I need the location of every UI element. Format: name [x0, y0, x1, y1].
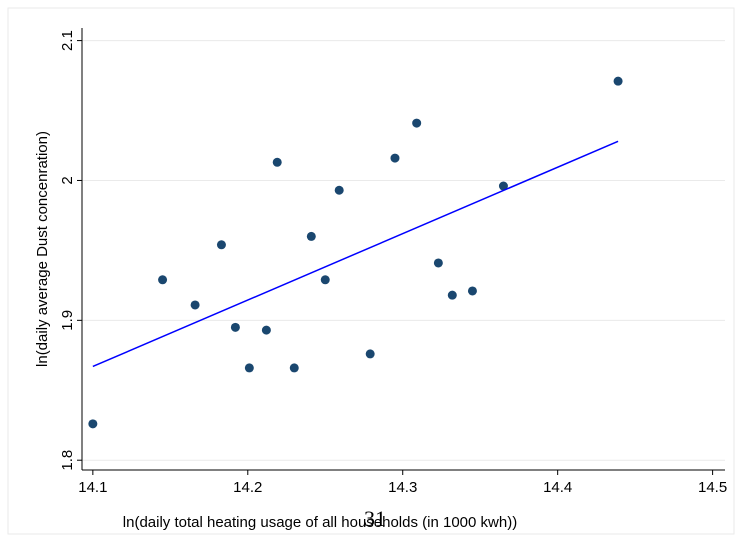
point [321, 275, 330, 284]
y-tick-label: 2 [59, 176, 76, 184]
x-tick-label: 14.5 [698, 479, 727, 496]
point [335, 186, 344, 195]
x-tick-label: 14.1 [78, 479, 107, 496]
point [468, 286, 477, 295]
x-tick-label: 14.2 [233, 479, 262, 496]
point [290, 363, 299, 372]
point [614, 77, 623, 86]
point [191, 300, 200, 309]
point [390, 154, 399, 163]
point [273, 158, 282, 167]
point [217, 240, 226, 249]
point [307, 232, 316, 241]
point [412, 119, 421, 128]
point [434, 258, 443, 267]
y-tick-label: 2.1 [59, 30, 76, 51]
point [262, 326, 271, 335]
point [366, 349, 375, 358]
x-axis-label: ln(daily total heating usage of all hous… [123, 514, 517, 531]
point [231, 323, 240, 332]
page-number: 31 [364, 506, 386, 531]
y-tick-label: 1.9 [59, 310, 76, 331]
point [245, 363, 254, 372]
y-tick-label: 1.8 [59, 450, 76, 471]
point [448, 291, 457, 300]
point [158, 275, 167, 284]
x-tick-label: 14.4 [543, 479, 572, 496]
chart-frame [8, 8, 734, 534]
point [88, 419, 97, 428]
x-tick-label: 14.3 [388, 479, 417, 496]
y-axis-label: ln(daily average Dust concenration) [34, 131, 51, 367]
